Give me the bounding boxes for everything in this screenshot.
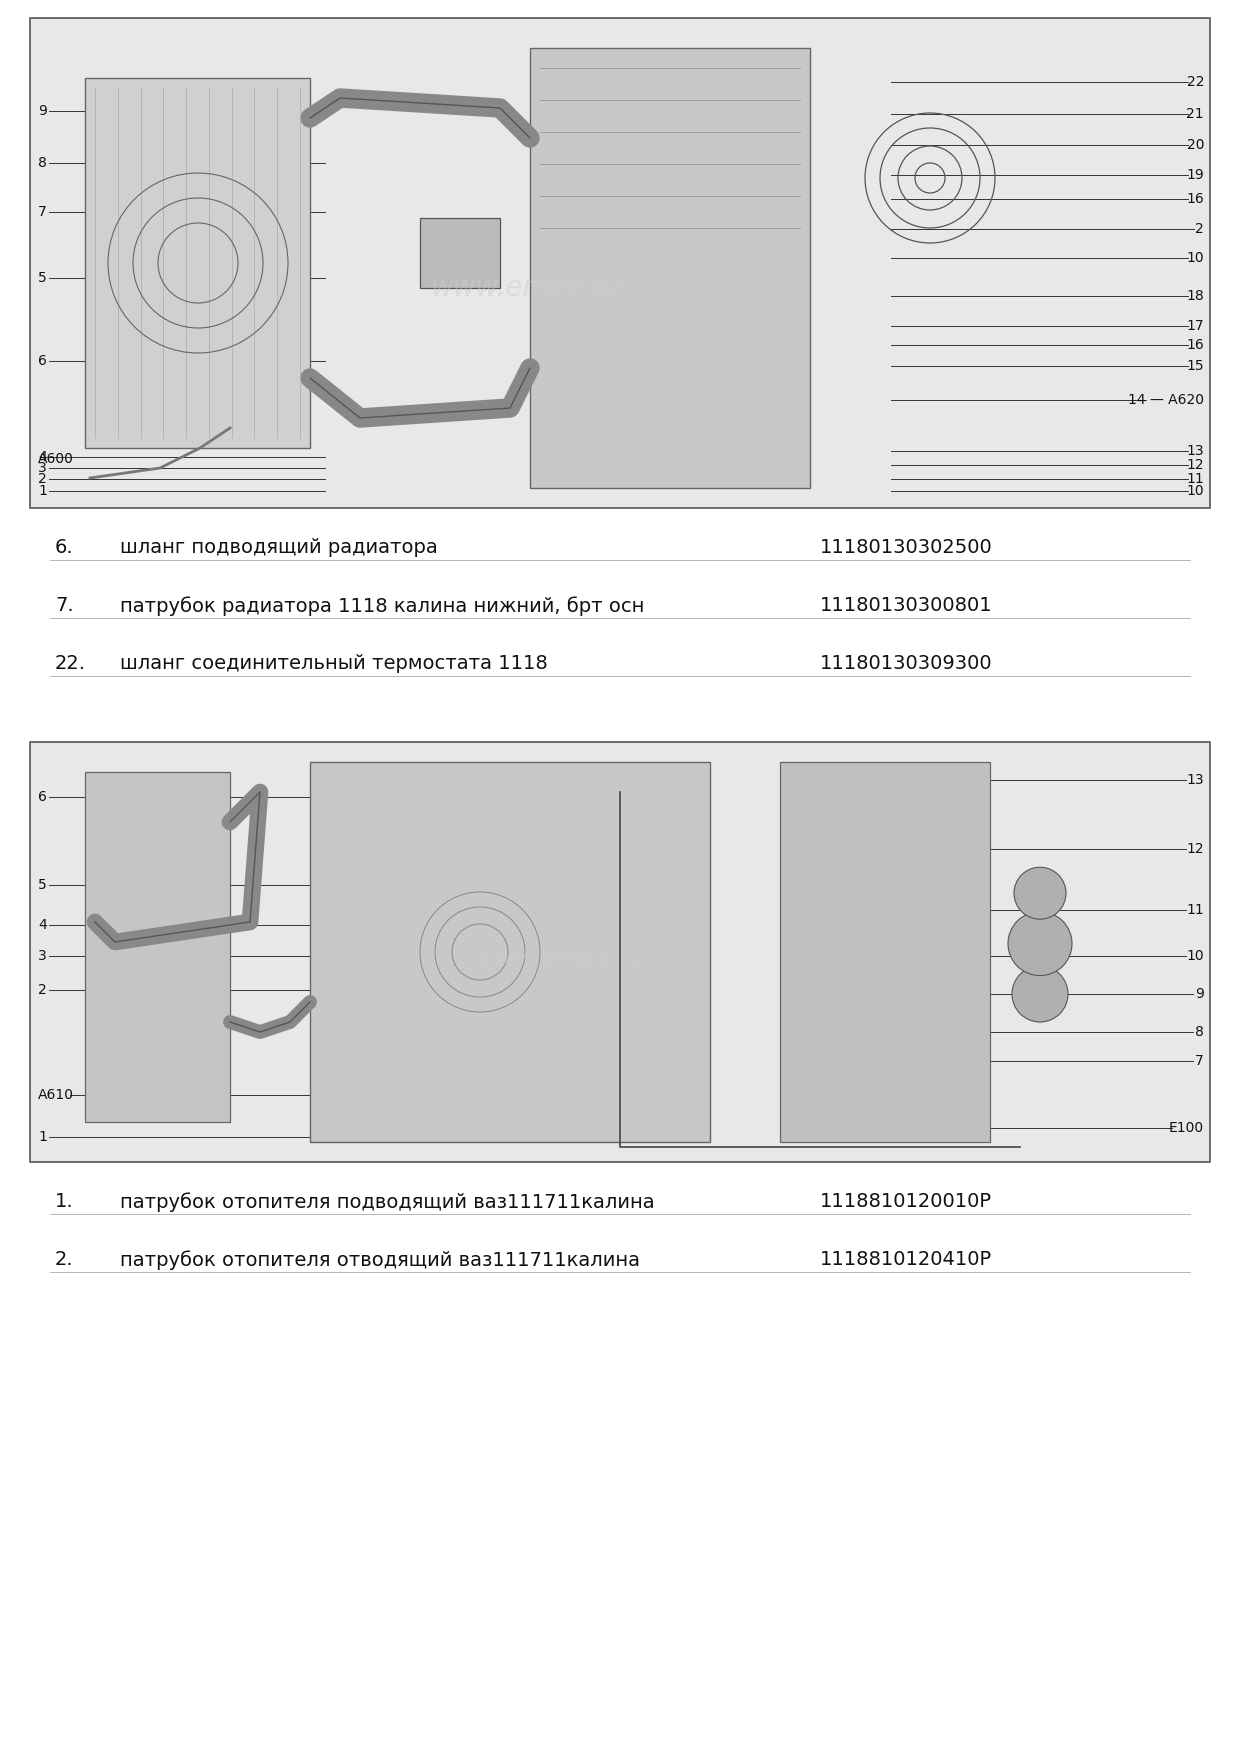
Text: 20: 20	[1187, 139, 1204, 153]
Text: 8: 8	[1195, 1024, 1204, 1038]
Text: 13: 13	[1187, 444, 1204, 458]
Text: шланг соединительный термостата 1118: шланг соединительный термостата 1118	[120, 654, 548, 674]
Text: 2: 2	[38, 982, 47, 996]
Text: 14 — A620: 14 — A620	[1128, 393, 1204, 407]
Text: 10: 10	[1187, 949, 1204, 963]
Text: шланг подводящий радиатора: шланг подводящий радиатора	[120, 538, 438, 558]
Text: 7: 7	[1195, 1054, 1204, 1068]
Text: патрубок радиатора 1118 калина нижний, брт осн: патрубок радиатора 1118 калина нижний, б…	[120, 596, 645, 616]
Text: A600: A600	[38, 453, 74, 467]
Bar	[529, 47, 810, 488]
Text: 19: 19	[1187, 168, 1204, 182]
Text: 11180130302500: 11180130302500	[820, 538, 993, 558]
Text: 11: 11	[1187, 903, 1204, 917]
Text: 9: 9	[38, 103, 47, 118]
Bar	[30, 742, 1210, 1161]
Text: 10: 10	[1187, 484, 1204, 498]
Text: 11: 11	[1187, 472, 1204, 486]
Text: 1.: 1.	[55, 1193, 73, 1210]
Text: 16: 16	[1187, 339, 1204, 353]
Text: www.emex.ru: www.emex.ru	[475, 949, 647, 972]
Text: 12: 12	[1187, 842, 1204, 856]
Bar	[420, 217, 500, 288]
Text: 17: 17	[1187, 319, 1204, 333]
Text: 1: 1	[38, 1130, 47, 1144]
Text: патрубок отопителя отводящий ваз111711калина: патрубок отопителя отводящий ваз111711ка…	[120, 1251, 640, 1270]
Text: 1118810120010P: 1118810120010P	[820, 1193, 992, 1210]
Text: 6: 6	[38, 354, 47, 368]
Text: 7.: 7.	[55, 596, 73, 616]
Text: 9: 9	[1195, 988, 1204, 1002]
Text: патрубок отопителя подводящий ваз111711калина: патрубок отопителя подводящий ваз111711к…	[120, 1193, 655, 1212]
Text: 5: 5	[38, 270, 47, 284]
Text: 11180130300801: 11180130300801	[820, 596, 993, 616]
Text: 2.: 2.	[55, 1251, 73, 1268]
Circle shape	[1012, 966, 1068, 1023]
Circle shape	[1008, 912, 1073, 975]
Text: 8: 8	[38, 156, 47, 170]
Text: 18: 18	[1187, 289, 1204, 303]
Text: A610: A610	[38, 1087, 74, 1102]
Bar	[780, 761, 990, 1142]
Text: 2: 2	[1195, 221, 1204, 235]
Text: 7: 7	[38, 205, 47, 219]
Circle shape	[1014, 866, 1066, 919]
Text: 22.: 22.	[55, 654, 86, 674]
Text: 6.: 6.	[55, 538, 73, 558]
Text: 21: 21	[1187, 107, 1204, 121]
Text: 3: 3	[38, 949, 47, 963]
Text: 22: 22	[1187, 75, 1204, 89]
Text: 4: 4	[38, 917, 47, 931]
Text: 15: 15	[1187, 360, 1204, 374]
Bar	[86, 772, 229, 1123]
Text: 4: 4	[38, 451, 47, 465]
Text: 5: 5	[38, 877, 47, 891]
Text: 10: 10	[1187, 251, 1204, 265]
Text: 6: 6	[38, 789, 47, 803]
Text: 2: 2	[38, 472, 47, 486]
Bar	[310, 761, 711, 1142]
Text: 11180130309300: 11180130309300	[820, 654, 993, 674]
Text: 3: 3	[38, 461, 47, 475]
Text: 1118810120410P: 1118810120410P	[820, 1251, 992, 1268]
Text: 12: 12	[1187, 458, 1204, 472]
Bar	[86, 77, 310, 447]
Text: 16: 16	[1187, 193, 1204, 207]
Text: 1: 1	[38, 484, 47, 498]
Text: www.emex.ru: www.emex.ru	[430, 274, 621, 302]
Text: E100: E100	[1169, 1121, 1204, 1135]
Bar	[30, 18, 1210, 509]
Text: 13: 13	[1187, 774, 1204, 788]
